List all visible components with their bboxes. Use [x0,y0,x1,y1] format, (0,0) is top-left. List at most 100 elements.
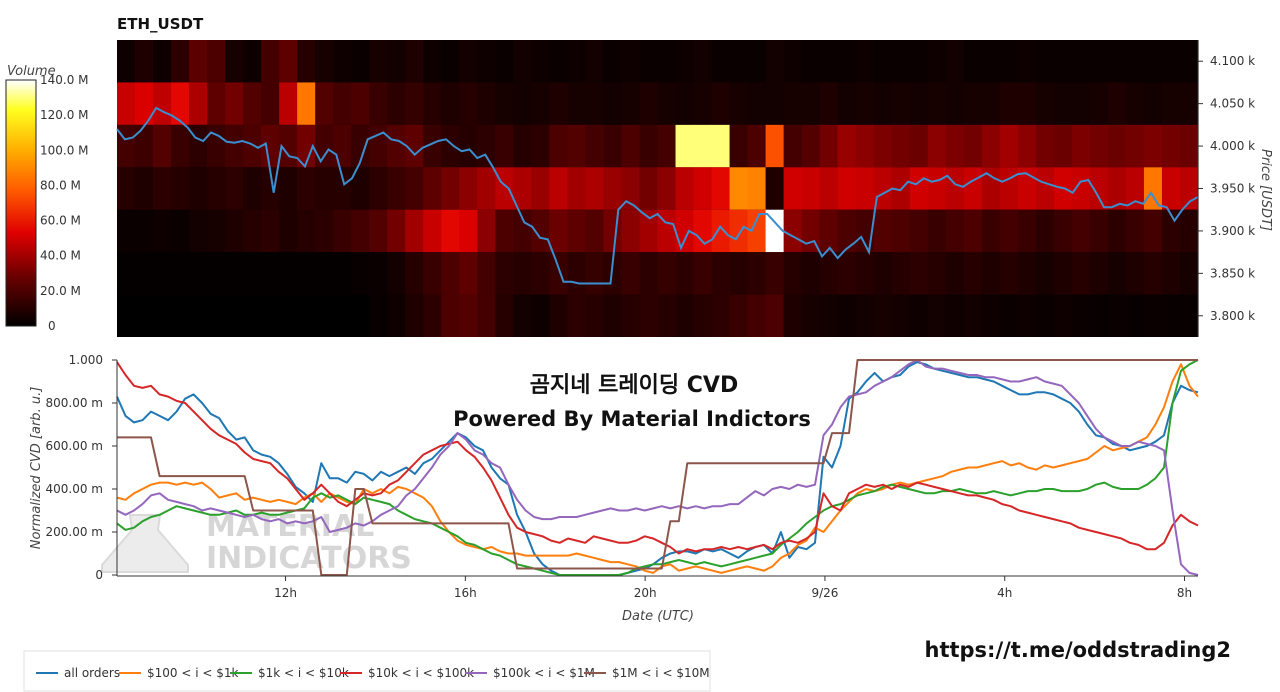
heatmap-cell [621,294,641,337]
heatmap-cell [1179,294,1199,337]
heatmap-cell [549,40,569,83]
heatmap-cell [747,124,767,168]
legend-item: $1k < i < $10k [230,666,349,680]
heatmap-cell [963,294,983,337]
heatmap-cell [801,294,821,337]
cvd-x-tick: 4h [997,576,1012,600]
heatmap-cell [1071,40,1091,83]
footer-url: https://t.me/oddstrading2 [925,638,1232,662]
heatmap-cell [207,167,226,210]
heatmap-cell [1125,40,1145,83]
cvd-x-tick-label: 12h [274,586,297,600]
volume-colorbar: Volume 0 20.0 M 40.0 M 60.0 M 80.0 M 100… [5,64,89,333]
heatmap-cell [297,167,316,210]
heatmap-cell [999,252,1019,295]
heatmap-cell [603,40,623,83]
heatmap-cell [675,82,695,125]
heatmap-cell [351,82,370,125]
heatmap-cell [261,209,280,253]
heatmap-cell [117,82,136,125]
heatmap-cell [189,167,208,210]
heatmap-cell [315,209,334,253]
heatmap-cell [405,82,424,125]
heatmap-cell [513,294,532,337]
heatmap-cell [243,124,262,168]
price-tick: 3.900 k [1198,224,1255,238]
heatmap-cell [801,252,821,295]
heatmap-cell [549,252,569,295]
price-tick-label: 4.100 k [1210,54,1255,68]
heatmap-cell [1089,40,1109,83]
heatmap-cell [459,252,478,295]
cvd-y-tick: 600.00 m [46,439,117,453]
heatmap-cell [567,124,587,168]
heatmap-cell [549,294,569,337]
cvd-x-tick: 20h [634,576,657,600]
heatmap-cell [225,167,244,210]
heatmap-cell [477,252,496,295]
heatmap-cell [1035,167,1055,210]
heatmap-cell [819,294,839,337]
heatmap-cell [963,167,983,210]
heatmap-cell [783,252,803,295]
heatmap-cell [549,82,569,125]
heatmap-cell [639,252,659,295]
heatmap-cell [711,167,731,210]
heatmap-cell [963,252,983,295]
heatmap-cell [117,209,136,253]
heatmap-cell [477,40,496,83]
heatmap-cell [621,167,641,210]
heatmap-cell [963,209,983,253]
heatmap-cell [909,82,929,125]
heatmap-cell [387,252,406,295]
legend-item: $100 < i < $1k [119,666,239,680]
heatmap-cell [459,209,478,253]
heatmap-cell [333,40,352,83]
heatmap-cell [441,294,460,337]
heatmap-cell [837,124,857,168]
heatmap-cell [495,294,514,337]
heatmap-cell [549,124,569,168]
heatmap-cell [405,167,424,210]
heatmap-cell [261,167,280,210]
heatmap-cell [459,124,478,168]
heatmap-cell [729,294,749,337]
colorbar-gradient [5,79,37,327]
heatmap-cell [909,40,929,83]
cvd-line [116,361,1199,555]
heatmap-cell [1053,124,1073,168]
heatmap-cell [279,40,298,83]
heatmap-cell [639,209,659,253]
price-tick-label: 4.050 k [1210,97,1255,111]
heatmap-cell [1089,124,1109,168]
heatmap-cell [297,294,316,337]
heatmap-cell [945,294,965,337]
heatmap-cell [873,294,893,337]
price-tick: 3.850 k [1198,266,1255,280]
heatmap-cell [639,124,659,168]
heatmap-cell [927,167,947,210]
heatmap-cell [351,124,370,168]
heatmap-cell [261,40,280,83]
heatmap-cell [459,82,478,125]
heatmap-cell [783,40,803,83]
heatmap-cell [981,209,1001,253]
cvd-series [116,359,1199,576]
heatmap-cell [801,209,821,253]
heatmap-cell [693,209,713,253]
heatmap-cell [531,167,550,210]
heatmap-cell [765,40,785,83]
heatmap-cell [657,252,677,295]
heatmap-cell [765,167,785,210]
price-line [116,106,1199,285]
cvd-y-tick: 400.00 m [46,482,117,496]
heatmap-cell [783,124,803,168]
heatmap-cell [423,124,442,168]
heatmap-cell [135,82,154,125]
legend-item: $1M < i < $10M [584,666,710,680]
cvd-line [116,361,1199,576]
heatmap-cell [333,294,352,337]
colorbar-tick: 140.0 M [40,73,89,87]
price-tick-label: 3.800 k [1210,309,1255,323]
heatmap-cell [1053,252,1073,295]
